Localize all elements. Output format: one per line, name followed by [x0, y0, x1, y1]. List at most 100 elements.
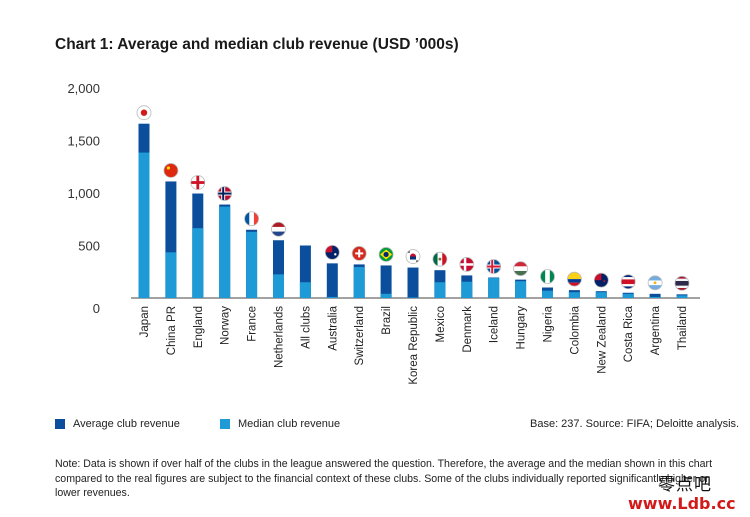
bar-median [461, 281, 473, 298]
flag-fill [271, 222, 286, 237]
australia-flag-icon [324, 244, 340, 260]
flag-fill [621, 274, 636, 289]
x-tick-label: Brazil [381, 306, 393, 335]
brazil-flag-icon [378, 247, 394, 262]
norway-flag-icon [217, 186, 233, 201]
flag-fill [540, 269, 555, 284]
nigeria-flag-icon [540, 269, 555, 284]
y-tick-label: 2,000 [67, 81, 100, 96]
watermark-cjk: 零点吧 [658, 475, 712, 495]
flag-ring [324, 244, 340, 260]
flag-ring [513, 261, 528, 277]
x-tick-label: Nigeria [543, 305, 555, 342]
bar-average [326, 263, 338, 298]
flag-part [513, 266, 528, 272]
flag-part [621, 281, 636, 285]
flag-part [442, 252, 447, 267]
flag-part [253, 211, 259, 226]
flag-part [567, 279, 582, 283]
netherlands-flag-icon [271, 221, 286, 237]
bar-median [165, 252, 177, 298]
flag-part [271, 231, 286, 237]
bar-median [542, 290, 553, 298]
bar-median [326, 296, 338, 298]
x-tick-label: Netherlands [274, 306, 286, 368]
flag-part [648, 275, 663, 281]
x-axis-ticks: Japan China PR England Norway France Netherla… [139, 305, 689, 384]
flag-fill [594, 273, 609, 288]
korea-flag-icon [405, 249, 421, 264]
flag-fill [379, 247, 394, 262]
flag-fill [486, 259, 501, 274]
flag-part [410, 256, 416, 260]
flag-fill [325, 245, 340, 260]
x-tick-label: New Zealand [596, 306, 608, 374]
flag-fill [352, 246, 367, 261]
bar-average [165, 181, 177, 298]
x-tick-label: Korea Republic [408, 306, 420, 385]
flag-part [621, 279, 636, 283]
legend-label-average: Average club revenue [73, 418, 180, 430]
x-tick-label: Hungary [516, 306, 528, 350]
flag-fill [567, 272, 582, 287]
bar-median [622, 293, 634, 298]
flag-ring [136, 105, 152, 121]
flag-part [675, 285, 689, 289]
flag-fill [244, 211, 259, 226]
flag-ring [405, 249, 421, 264]
flag-part [540, 269, 546, 284]
flag-ring [432, 251, 448, 267]
x-tick-label: Colombia [569, 305, 581, 354]
flag-part [653, 281, 657, 285]
watermark-url: www.Ldb.cc [628, 494, 736, 513]
bar-median [138, 152, 150, 298]
chart-title: Chart 1: Average and median club revenue… [55, 36, 459, 53]
flag-part [486, 265, 501, 268]
bar-average [649, 293, 661, 298]
legend-item-average: Average club revenue [55, 418, 180, 430]
flag-part [217, 192, 232, 195]
flag-fill [459, 257, 474, 272]
costa-rica-flag-icon [620, 274, 636, 290]
flag-part [621, 286, 636, 289]
bar-median [515, 281, 527, 298]
china-flag-icon [163, 163, 179, 178]
x-tick-label: Argentina [650, 305, 662, 355]
colombia-flag-icon [567, 271, 582, 287]
denmark-flag-icon [459, 257, 475, 272]
flag-part [244, 211, 250, 226]
legend-label-median: Median club revenue [238, 418, 341, 430]
bar-average [407, 267, 419, 298]
watermark: 零点吧 www.Ldb.cc [628, 470, 744, 514]
flag-ring [567, 271, 582, 287]
flag-part [140, 109, 148, 116]
switzerland-flag-icon [351, 245, 367, 261]
flag-ring [351, 245, 367, 261]
bar-median [649, 296, 661, 298]
flag-ring [593, 272, 609, 288]
flag-fill [648, 275, 663, 290]
japan-flag-icon [136, 105, 152, 121]
flag-part [459, 263, 474, 266]
x-tick-label: All clubs [300, 306, 312, 349]
bar-median [676, 295, 688, 298]
x-tick-label: France [247, 306, 259, 342]
x-tick-label: England [193, 306, 205, 348]
flag-ring [647, 275, 663, 291]
flag-ring [217, 186, 233, 201]
flag-ring [190, 175, 206, 190]
legend-item-median: Median club revenue [220, 418, 340, 430]
bar-median [568, 292, 580, 298]
argentina-flag-icon [647, 275, 663, 291]
flag-part [334, 253, 337, 256]
x-tick-label: China PR [166, 306, 178, 355]
x-tick-label: Mexico [435, 306, 447, 342]
new-zealand-flag-icon [593, 272, 609, 288]
bar-average [380, 265, 392, 298]
bar-average [299, 245, 311, 298]
flags [136, 105, 690, 291]
bar-median [595, 292, 607, 298]
flag-fill [163, 163, 178, 178]
england-flag-icon [190, 175, 206, 190]
flag-fill [406, 249, 420, 264]
